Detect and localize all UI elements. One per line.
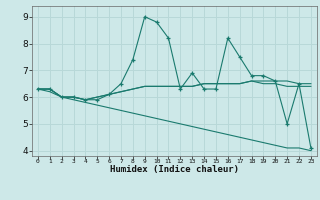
X-axis label: Humidex (Indice chaleur): Humidex (Indice chaleur): [110, 165, 239, 174]
